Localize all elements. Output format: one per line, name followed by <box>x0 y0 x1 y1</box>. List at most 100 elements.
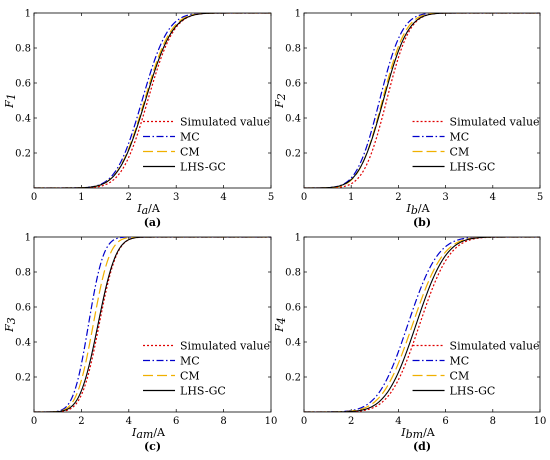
y-tick-label: 0.4 <box>15 338 31 349</box>
y-tick-label: 0.6 <box>15 79 31 90</box>
y-tick-label: 0.8 <box>15 44 31 55</box>
x-axis-symbol: I <box>400 426 406 439</box>
panel-label: (c) <box>144 440 161 453</box>
legend-entry: MC <box>180 355 200 368</box>
y-tick-label: 0.6 <box>285 79 301 90</box>
x-axis-symbol: I <box>136 202 142 215</box>
y-axis-subscript: 1 <box>5 93 18 100</box>
x-tick-label: 2 <box>395 192 401 203</box>
plot-frame <box>303 236 541 413</box>
legend-entry: LHS-GC <box>180 161 226 174</box>
x-tick-label: 4 <box>220 192 226 203</box>
y-axis-label: F4 <box>273 317 288 333</box>
x-axis-label: Ibm/A <box>400 426 436 441</box>
series-line-mc <box>34 237 271 412</box>
y-tick-label: 0.2 <box>15 149 31 160</box>
y-tick-label: 0.2 <box>285 149 301 160</box>
y-axis-symbol: F <box>3 324 16 333</box>
series-line-simulated-value <box>304 237 540 412</box>
series-line-simulated-value <box>34 237 271 412</box>
x-tick-label: 3 <box>173 192 179 203</box>
y-axis-subscript: 2 <box>275 93 288 101</box>
x-tick-label: 8 <box>490 416 496 427</box>
legend-entry: Simulated value <box>450 340 540 353</box>
legend-entry: CM <box>180 146 200 159</box>
legend-entry: CM <box>450 146 470 159</box>
x-axis-unit: /A <box>423 426 436 439</box>
legend-entry: MC <box>180 131 200 144</box>
legend-entry: LHS-GC <box>450 385 496 398</box>
y-tick-label: 0.4 <box>15 114 31 125</box>
x-tick-label: 2 <box>126 192 132 203</box>
y-tick-label: 0.6 <box>15 303 31 314</box>
panel-label: (b) <box>413 216 431 229</box>
y-axis-symbol: F <box>273 324 286 333</box>
y-tick-label: 1 <box>25 9 31 20</box>
x-tick-label: 6 <box>173 416 179 427</box>
x-axis-unit: /A <box>148 202 161 215</box>
panel-c: 0 2 4 6 8 10 0.2 0.4 0.6 0.8 1 Iam/A F3 (c) Simulated … <box>3 233 277 454</box>
y-axis-label: F2 <box>273 93 288 109</box>
legend-entry: CM <box>450 370 470 383</box>
series-line-simulated-value <box>304 13 540 188</box>
x-tick-label: 0 <box>31 416 37 427</box>
x-tick-label: 5 <box>537 192 543 203</box>
series-line-lhs-gc <box>34 13 271 188</box>
plot-frame <box>33 12 272 189</box>
x-axis-unit: /A <box>418 202 431 215</box>
legend-entry: CM <box>180 370 200 383</box>
series-line-lhs-gc <box>304 13 540 188</box>
x-tick-label: 4 <box>490 192 496 203</box>
x-axis-unit: /A <box>153 426 166 439</box>
legend-entry: Simulated value <box>180 340 270 353</box>
series-line-mc <box>304 13 540 188</box>
x-tick-label: 1 <box>348 192 354 203</box>
panel-d: 0 2 4 6 8 100.20.40.60.81Ibm/AF4(d)Simulated … <box>273 233 546 454</box>
series-line-simulated-value <box>34 13 271 188</box>
x-tick-label: 10 <box>265 416 278 427</box>
y-axis-symbol: F <box>273 100 286 109</box>
series-line-cm <box>34 13 271 188</box>
series-line-lhs-gc <box>304 237 540 412</box>
series-line-cm <box>304 13 540 188</box>
y-axis-subscript: 4 <box>275 317 288 325</box>
y-tick-label: 1 <box>295 9 301 20</box>
y-tick-label: 0.2 <box>15 373 31 384</box>
x-axis-subscript: b <box>411 204 418 217</box>
x-tick-label: 0 <box>301 192 307 203</box>
x-tick-label: 0 <box>31 192 37 203</box>
legend-entry: Simulated value <box>180 116 270 129</box>
x-tick-label: 8 <box>220 416 226 427</box>
x-axis-symbol: I <box>131 426 137 439</box>
plot-frame <box>303 12 541 189</box>
x-axis-subscript: a <box>142 204 149 217</box>
panel-label: (a) <box>144 216 162 229</box>
series-line-mc <box>304 237 540 412</box>
series-line-mc <box>34 13 271 188</box>
y-tick-label: 0.8 <box>285 268 301 279</box>
x-tick-label: 6 <box>442 416 448 427</box>
x-axis-label: Ia/A <box>136 202 161 217</box>
y-tick-label: 0.4 <box>285 114 301 125</box>
x-tick-label: 2 <box>78 416 84 427</box>
series-line-cm <box>304 237 540 412</box>
legend-entry: MC <box>450 131 470 144</box>
plot-frame <box>33 236 272 413</box>
x-tick-label: 4 <box>126 416 132 427</box>
x-tick-label: 5 <box>268 192 274 203</box>
x-axis-label: Iam/A <box>131 426 166 441</box>
y-tick-label: 0.2 <box>285 373 301 384</box>
x-tick-label: 3 <box>442 192 448 203</box>
x-tick-label: 2 <box>348 416 354 427</box>
legend-entry: MC <box>450 355 470 368</box>
x-tick-label: 1 <box>78 192 84 203</box>
x-tick-label: 0 <box>301 416 307 427</box>
y-tick-label: 0.6 <box>285 303 301 314</box>
x-axis-symbol: I <box>405 202 411 215</box>
y-tick-label: 0.4 <box>285 338 301 349</box>
y-axis-label: F1 <box>3 93 18 109</box>
x-axis-subscript: bm <box>406 428 423 441</box>
y-tick-label: 0.8 <box>15 268 31 279</box>
